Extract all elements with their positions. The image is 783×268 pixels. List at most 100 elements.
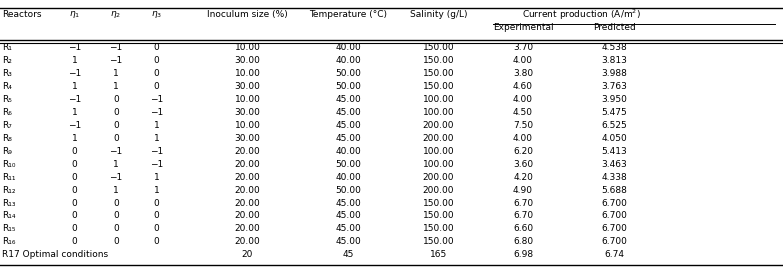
Text: R17 Optimal conditions: R17 Optimal conditions bbox=[2, 250, 109, 259]
Text: R₁₁: R₁₁ bbox=[2, 173, 16, 182]
Text: 7.50: 7.50 bbox=[513, 121, 533, 130]
Text: 150.00: 150.00 bbox=[423, 199, 454, 207]
Text: 0: 0 bbox=[153, 199, 160, 207]
Text: 45.00: 45.00 bbox=[336, 199, 361, 207]
Text: 1: 1 bbox=[153, 134, 160, 143]
Text: 200.00: 200.00 bbox=[423, 121, 454, 130]
Text: 50.00: 50.00 bbox=[335, 69, 362, 78]
Text: 0: 0 bbox=[71, 199, 78, 207]
Text: Salinity (g/L): Salinity (g/L) bbox=[410, 10, 467, 19]
Text: 1: 1 bbox=[113, 185, 119, 195]
Text: 1: 1 bbox=[153, 185, 160, 195]
Text: 1: 1 bbox=[71, 82, 78, 91]
Text: R₄: R₄ bbox=[2, 82, 13, 91]
Text: 40.00: 40.00 bbox=[336, 147, 361, 156]
Text: 4.90: 4.90 bbox=[513, 185, 533, 195]
Text: 4.00: 4.00 bbox=[513, 56, 533, 65]
Text: 45.00: 45.00 bbox=[336, 211, 361, 221]
Text: 20.00: 20.00 bbox=[235, 225, 260, 233]
Text: −1: −1 bbox=[110, 56, 122, 65]
Text: 150.00: 150.00 bbox=[423, 43, 454, 52]
Text: −1: −1 bbox=[68, 95, 81, 104]
Text: Experimental: Experimental bbox=[493, 23, 554, 32]
Text: 45.00: 45.00 bbox=[336, 108, 361, 117]
Text: 4.20: 4.20 bbox=[513, 173, 533, 182]
Text: R₂: R₂ bbox=[2, 56, 13, 65]
Text: 40.00: 40.00 bbox=[336, 43, 361, 52]
Text: −1: −1 bbox=[150, 95, 163, 104]
Text: 20.00: 20.00 bbox=[235, 173, 260, 182]
Text: R₃: R₃ bbox=[2, 69, 13, 78]
Text: 100.00: 100.00 bbox=[423, 95, 454, 104]
Text: 200.00: 200.00 bbox=[423, 185, 454, 195]
Text: 1: 1 bbox=[113, 160, 119, 169]
Text: R₇: R₇ bbox=[2, 121, 13, 130]
Text: −1: −1 bbox=[110, 173, 122, 182]
Text: 150.00: 150.00 bbox=[423, 69, 454, 78]
Text: 0: 0 bbox=[71, 225, 78, 233]
Text: 1: 1 bbox=[113, 69, 119, 78]
Text: 3.988: 3.988 bbox=[601, 69, 628, 78]
Text: R₁₅: R₁₅ bbox=[2, 225, 16, 233]
Text: 1: 1 bbox=[153, 173, 160, 182]
Text: 20: 20 bbox=[242, 250, 253, 259]
Text: 6.700: 6.700 bbox=[601, 225, 628, 233]
Text: 100.00: 100.00 bbox=[423, 160, 454, 169]
Text: 20.00: 20.00 bbox=[235, 199, 260, 207]
Text: 200.00: 200.00 bbox=[423, 134, 454, 143]
Text: Reactors: Reactors bbox=[2, 10, 41, 19]
Text: Inoculum size (%): Inoculum size (%) bbox=[207, 10, 288, 19]
Text: 45.00: 45.00 bbox=[336, 95, 361, 104]
Text: 6.525: 6.525 bbox=[602, 121, 627, 130]
Text: −1: −1 bbox=[110, 147, 122, 156]
Text: 30.00: 30.00 bbox=[234, 82, 261, 91]
Text: 0: 0 bbox=[153, 82, 160, 91]
Text: 0: 0 bbox=[153, 225, 160, 233]
Text: Temperature (°C): Temperature (°C) bbox=[309, 10, 388, 19]
Text: 6.80: 6.80 bbox=[513, 237, 533, 246]
Text: 30.00: 30.00 bbox=[234, 108, 261, 117]
Text: 3.60: 3.60 bbox=[513, 160, 533, 169]
Text: R₁: R₁ bbox=[2, 43, 13, 52]
Text: 150.00: 150.00 bbox=[423, 56, 454, 65]
Text: 0: 0 bbox=[71, 185, 78, 195]
Text: $\eta_3$: $\eta_3$ bbox=[151, 9, 162, 20]
Text: 0: 0 bbox=[71, 160, 78, 169]
Text: 200.00: 200.00 bbox=[423, 173, 454, 182]
Text: R₁₆: R₁₆ bbox=[2, 237, 16, 246]
Text: 0: 0 bbox=[71, 237, 78, 246]
Text: 50.00: 50.00 bbox=[335, 82, 362, 91]
Text: R₁₂: R₁₂ bbox=[2, 185, 16, 195]
Text: 20.00: 20.00 bbox=[235, 185, 260, 195]
Text: 1: 1 bbox=[71, 108, 78, 117]
Text: 5.688: 5.688 bbox=[601, 185, 628, 195]
Text: 4.050: 4.050 bbox=[602, 134, 627, 143]
Text: 6.74: 6.74 bbox=[604, 250, 625, 259]
Text: 20.00: 20.00 bbox=[235, 211, 260, 221]
Text: 0: 0 bbox=[71, 211, 78, 221]
Text: 6.700: 6.700 bbox=[601, 199, 628, 207]
Text: R₅: R₅ bbox=[2, 95, 13, 104]
Text: −1: −1 bbox=[68, 121, 81, 130]
Text: 4.538: 4.538 bbox=[602, 43, 627, 52]
Text: 4.60: 4.60 bbox=[513, 82, 533, 91]
Text: 6.70: 6.70 bbox=[513, 211, 533, 221]
Text: −1: −1 bbox=[68, 69, 81, 78]
Text: 30.00: 30.00 bbox=[234, 56, 261, 65]
Text: Current production (A/m$^2$): Current production (A/m$^2$) bbox=[522, 8, 640, 22]
Text: 5.475: 5.475 bbox=[602, 108, 627, 117]
Text: 20.00: 20.00 bbox=[235, 237, 260, 246]
Text: 0: 0 bbox=[113, 108, 119, 117]
Text: Predicted: Predicted bbox=[594, 23, 636, 32]
Text: 0: 0 bbox=[113, 121, 119, 130]
Text: 20.00: 20.00 bbox=[235, 147, 260, 156]
Text: 0: 0 bbox=[71, 147, 78, 156]
Text: 45.00: 45.00 bbox=[336, 121, 361, 130]
Text: 6.700: 6.700 bbox=[601, 237, 628, 246]
Text: 50.00: 50.00 bbox=[335, 160, 362, 169]
Text: 40.00: 40.00 bbox=[336, 173, 361, 182]
Text: 150.00: 150.00 bbox=[423, 82, 454, 91]
Text: 0: 0 bbox=[113, 95, 119, 104]
Text: 100.00: 100.00 bbox=[423, 108, 454, 117]
Text: 0: 0 bbox=[113, 225, 119, 233]
